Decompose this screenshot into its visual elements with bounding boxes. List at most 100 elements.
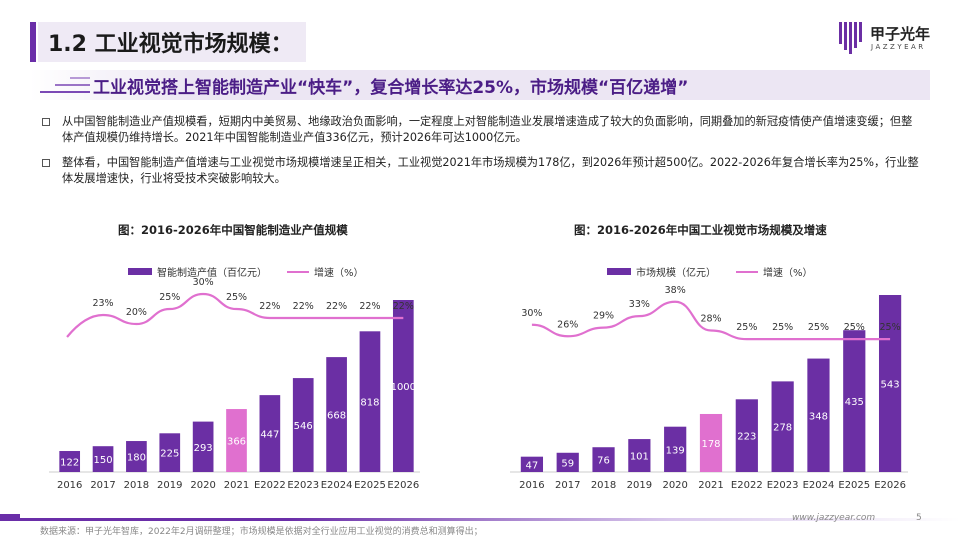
logo-icon [839,22,862,54]
bar-value-label: 435 [845,397,864,408]
bar-value-label: 293 [194,443,213,454]
legend-label-bar: 智能制造产值（百亿元） [157,268,267,279]
bar-2018 [592,447,615,472]
growth-rate-label: 22% [359,301,380,312]
bar-2021 [226,409,247,472]
page-number: 5 [916,513,922,523]
logo-text-cn: 甲子光年 [870,25,931,43]
bar-value-label: 180 [127,453,146,464]
left-chart-title: 图：2016-2026年中国智能制造业产值规模 [118,223,348,237]
bar-2019 [159,433,181,472]
x-tick-label: 2016 [57,480,82,491]
growth-rate-line [531,300,891,341]
x-tick-label: E2025 [354,480,386,491]
growth-rate-label: 25% [736,322,757,333]
growth-rate-label: 25% [844,322,865,333]
bar-value-label: 178 [701,439,720,450]
title-accent-bar [30,22,36,62]
footer-url: www.jazzyear.com [792,513,876,523]
x-tick-label: E2023 [287,480,319,491]
bar-2020 [192,421,214,472]
bar-2019 [628,439,651,472]
bar-value-label: 447 [260,430,279,441]
growth-rate-label: 38% [665,285,686,296]
bar-value-label: 668 [327,411,346,422]
bar-value-label: 150 [93,455,112,466]
x-tick-label: E2022 [254,480,286,491]
bar-E2023 [292,378,314,472]
growth-rate-label: 23% [92,298,113,309]
right-chart-legend: 市场规模（亿元） 增速（%） [607,264,813,279]
bar-value-label: 76 [597,456,610,467]
bar-2017 [556,452,579,472]
bar-E2022 [259,395,281,472]
legend-label-line: 增速（%） [314,268,364,279]
x-tick-label: 2021 [224,480,249,491]
x-tick-label: 2021 [698,480,723,491]
right-chart-title: 图：2016-2026年中国工业视觉市场规模及增速 [574,223,827,237]
bar-E2025 [359,331,381,472]
bar-value-label: 223 [737,432,756,443]
page-title: 1.2 工业视觉市场规模： [48,32,293,57]
bar-2017 [92,446,114,472]
x-tick-label: E2023 [767,480,799,491]
legend-swatch-bar [128,268,152,275]
x-tick-label: 2018 [591,480,616,491]
square-bullet-icon [42,118,50,126]
title-background [38,22,306,62]
bar-value-label: 366 [227,437,246,448]
growth-rate-line [66,292,404,338]
bar-E2022 [735,399,758,472]
bar-value-label: 59 [561,458,574,469]
bar-E2024 [807,358,830,472]
growth-rate-label: 22% [259,301,280,312]
x-tick-label: 2017 [555,480,580,491]
bar-E2026 [392,300,414,472]
growth-rate-label: 29% [593,311,614,322]
growth-rate-label: 26% [557,319,578,330]
x-tick-label: E2024 [321,480,353,491]
square-bullet-icon [42,159,50,167]
growth-rate-label: 22% [326,301,347,312]
subtitle-decoration-lines [40,77,90,93]
x-tick-label: E2026 [874,480,906,491]
bar-value-label: 122 [60,458,79,469]
bullet-text: 整体看，中国智能制造产值增速与工业视觉市场规模增速呈正相关，工业视觉2021年市… [62,156,919,185]
bar-E2025 [843,330,866,472]
x-tick-label: 2020 [662,480,687,491]
x-tick-label: 2016 [519,480,544,491]
bar-2018 [126,441,147,472]
bullet-item: 整体看，中国智能制造产值增速与工业视觉市场规模增速呈正相关，工业视觉2021年市… [40,155,920,187]
legend-swatch-bar [607,268,631,275]
bar-E2023 [771,381,794,472]
growth-rate-label: 22% [393,301,414,312]
bar-E2024 [326,357,347,472]
bullet-text: 从中国智能制造业产值规模看，短期内中美贸易、地缘政治负面影响，一定程度上对智能制… [62,115,913,144]
growth-rate-label: 22% [293,301,314,312]
growth-rate-label: 30% [193,277,214,288]
growth-rate-label: 25% [808,322,829,333]
legend-swatch-line [287,270,309,273]
x-tick-label: E2022 [731,480,763,491]
growth-rate-label: 30% [521,308,542,319]
growth-rate-label: 33% [629,299,650,310]
page-subtitle: 工业视觉搭上智能制造产业“快车”，复合增长率达25%，市场规模“百亿递增” [93,78,689,98]
bar-value-label: 278 [773,423,792,434]
x-tick-label: E2025 [838,480,870,491]
growth-rate-label: 25% [226,292,247,303]
bar-value-label: 546 [294,421,313,432]
x-tick-label: 2019 [157,480,182,491]
legend-swatch-line [736,270,758,273]
footer-accent [0,514,20,518]
growth-rate-label: 25% [880,322,901,333]
x-tick-label: 2017 [90,480,115,491]
growth-rate-label: 25% [772,322,793,333]
left-chart-legend: 智能制造产值（百亿元） 增速（%） [128,264,364,279]
bar-value-label: 139 [666,445,685,456]
x-tick-label: E2026 [387,480,419,491]
logo-text-en: JAZZYEAR [871,43,926,51]
growth-rate-label: 25% [159,292,180,303]
bar-value-label: 101 [630,452,649,463]
